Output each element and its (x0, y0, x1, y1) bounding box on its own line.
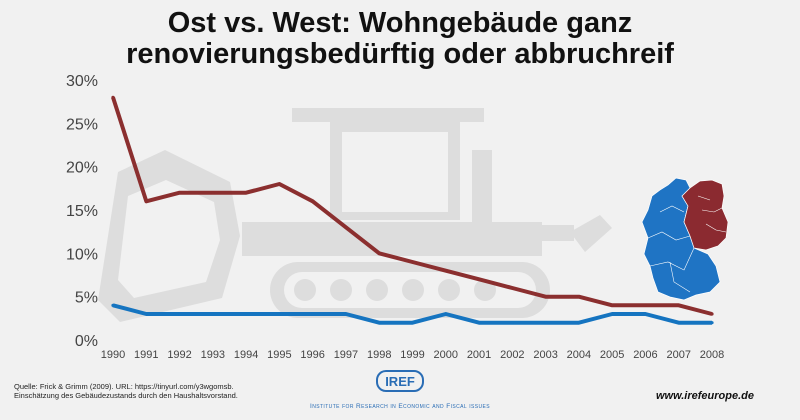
data-point (444, 269, 448, 273)
x-tick-label: 1997 (334, 349, 358, 361)
data-point (144, 312, 148, 316)
data-point (510, 286, 514, 290)
title-line-2: renovierungsbedürftig oder abbruchreif (126, 38, 674, 70)
y-tick-label: 10% (66, 246, 98, 263)
x-tick-label: 2002 (500, 349, 524, 361)
chart-title: Ost vs. West: Wohngebäude ganz renovieru… (0, 8, 800, 70)
source-note: Quelle: Frick & Grimm (2009). URL: https… (14, 382, 238, 400)
data-point (577, 295, 581, 299)
data-point (144, 199, 148, 203)
x-tick-label: 2003 (533, 349, 557, 361)
data-point (444, 312, 448, 316)
x-tick-label: 2008 (700, 349, 724, 361)
data-point (177, 191, 182, 195)
series-lines (111, 95, 714, 325)
data-point (410, 260, 415, 264)
x-tick-label: 2000 (434, 349, 458, 361)
title-line-1: Ost vs. West: Wohngebäude ganz (167, 7, 633, 39)
data-point (277, 182, 281, 186)
data-point (244, 312, 248, 316)
y-tick-label: 25% (66, 116, 98, 133)
bulldozer-icon (98, 108, 612, 322)
y-tick-label: 15% (66, 203, 98, 220)
x-tick-label: 1996 (300, 349, 324, 361)
y-axis: 0% 5% 10% 15% 20% 25% 30% (66, 73, 98, 350)
data-point (544, 295, 548, 299)
data-point (344, 225, 348, 229)
y-tick-label: 30% (66, 73, 98, 90)
data-point (211, 191, 215, 195)
data-point (211, 312, 215, 316)
x-tick-label: 1995 (267, 349, 291, 361)
x-tick-label: 1994 (234, 349, 258, 361)
y-tick-label: 20% (66, 160, 98, 177)
data-point (677, 321, 681, 325)
x-tick-label: 1998 (367, 349, 391, 361)
x-tick-label: 2001 (467, 349, 491, 361)
data-point (377, 321, 381, 325)
data-point (477, 277, 481, 281)
data-point (577, 321, 581, 325)
x-tick-label: 1990 (101, 349, 125, 361)
x-tick-label: 2004 (567, 349, 591, 361)
data-point (643, 312, 648, 316)
data-point (710, 321, 714, 325)
data-point (277, 312, 281, 316)
germany-map-icon (641, 177, 729, 301)
x-tick-label: 1999 (400, 349, 424, 361)
source-line-1: Quelle: Frick & Grimm (2009). URL: https… (14, 382, 234, 391)
data-point (377, 251, 381, 255)
y-tick-label: 5% (75, 290, 98, 307)
data-point (344, 312, 348, 316)
x-tick-label: 1991 (134, 349, 158, 361)
x-tick-label: 1992 (167, 349, 191, 361)
data-point (510, 321, 514, 325)
logo-subtitle: Institute for Research in Economic and F… (310, 403, 490, 410)
data-point (610, 312, 614, 316)
data-point (311, 199, 315, 203)
logo-block: Institute for Research in Economic and F… (300, 370, 500, 416)
x-tick-label: 2007 (666, 349, 690, 361)
x-tick-label: 2006 (633, 349, 657, 361)
x-tick-label: 2005 (600, 349, 624, 361)
data-point (111, 95, 115, 99)
iref-logo: IREF (376, 370, 424, 392)
data-point (311, 312, 315, 316)
y-tick-label: 0% (75, 333, 98, 350)
data-point (643, 303, 648, 307)
data-point (610, 303, 614, 307)
data-point (244, 191, 248, 195)
data-point (710, 312, 714, 316)
data-point (677, 303, 681, 307)
x-tick-label: 1993 (201, 349, 225, 361)
logo-text: IREF (385, 374, 415, 389)
website-link[interactable]: www.irefeurope.de (655, 390, 754, 402)
data-point (410, 321, 415, 325)
data-point (177, 312, 182, 316)
data-point (544, 321, 548, 325)
source-line-2: Einschätzung des Gebäudezustands durch d… (14, 391, 238, 400)
data-point (111, 303, 115, 307)
data-point (477, 321, 481, 325)
x-axis: 1990 1991 1992 1993 1994 1995 1996 1997 1998 1999… (101, 349, 724, 361)
